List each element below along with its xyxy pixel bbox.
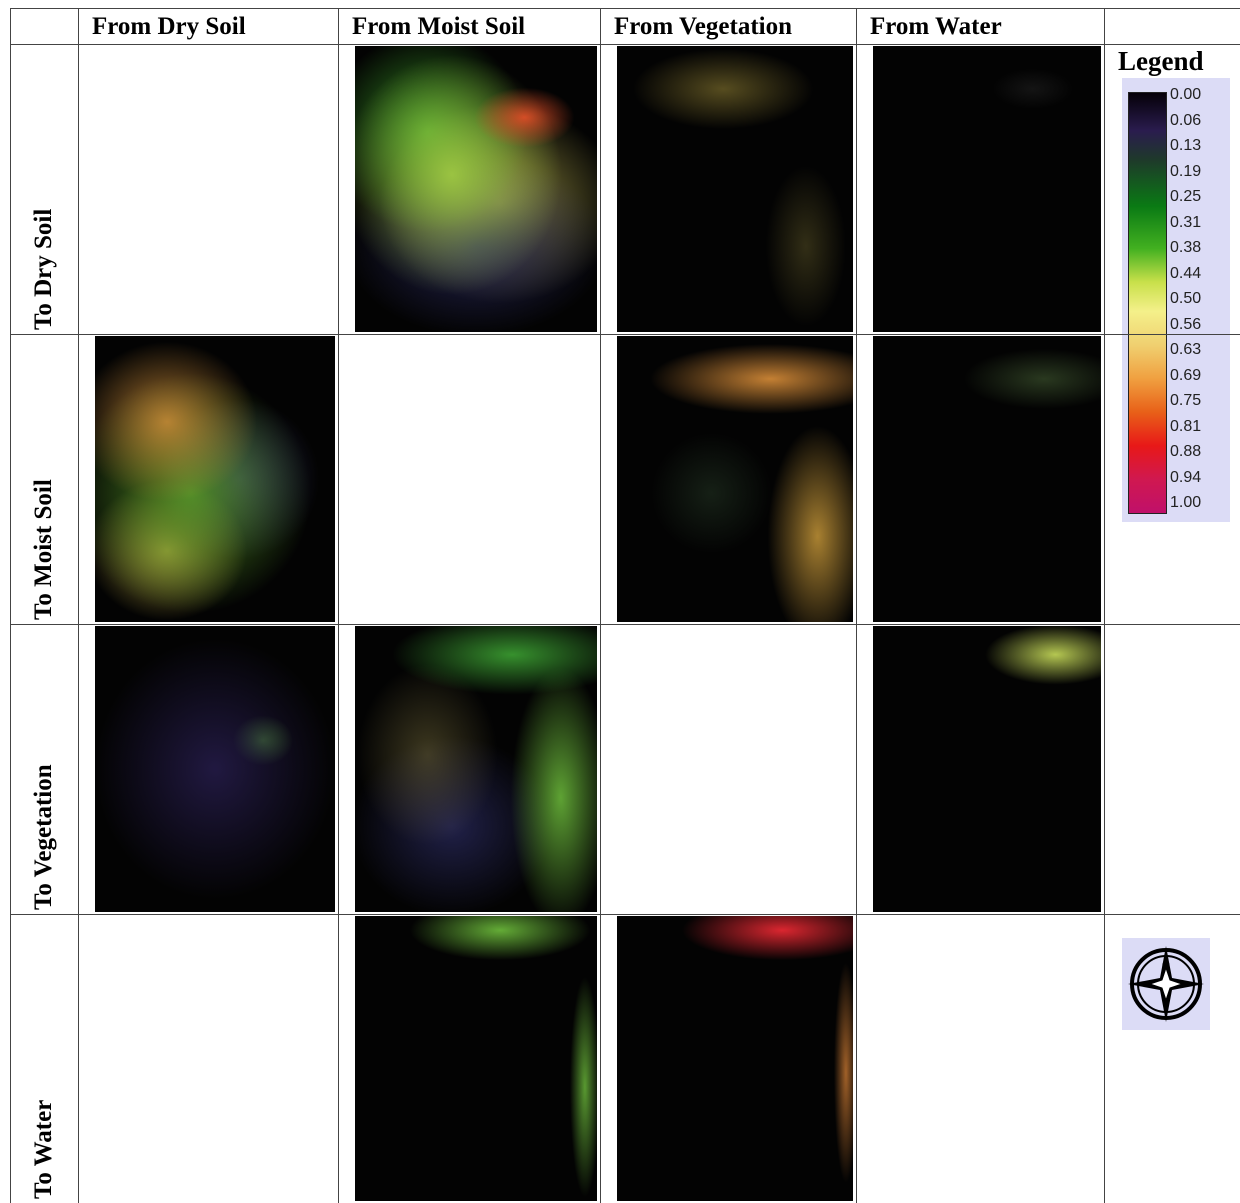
color-bar — [1128, 92, 1167, 514]
map-image — [355, 916, 597, 1201]
row-header: To Water — [30, 1100, 58, 1199]
map-image — [95, 336, 335, 622]
legend-title: Legend — [1118, 46, 1204, 77]
legend-label: 0.13 — [1170, 137, 1201, 155]
compass: N — [1122, 938, 1210, 1030]
legend-label: 0.75 — [1170, 392, 1201, 410]
legend-label: 0.44 — [1170, 265, 1201, 283]
map-image — [873, 626, 1101, 912]
compass-icon: N — [1122, 938, 1210, 1030]
grid-line — [338, 8, 339, 1203]
column-header: From Moist Soil — [338, 10, 525, 44]
legend-label: 0.69 — [1170, 367, 1201, 385]
map-image — [617, 46, 853, 332]
legend-label: 0.00 — [1170, 86, 1201, 104]
legend-label: 0.38 — [1170, 239, 1201, 257]
legend: 0.00 0.06 0.13 0.19 0.25 0.31 0.38 0.44 0.50 0.56… — [1122, 78, 1230, 522]
grid-line — [600, 8, 601, 1203]
grid-line — [1104, 8, 1105, 1203]
legend-label: 0.06 — [1170, 112, 1201, 130]
grid-line — [10, 44, 1240, 45]
grid-line — [10, 624, 1240, 625]
legend-label: 1.00 — [1170, 494, 1201, 512]
column-header: From Vegetation — [600, 10, 792, 44]
grid-line — [78, 8, 79, 1203]
compass-label: N — [1162, 961, 1171, 975]
map-image — [617, 336, 853, 622]
column-header: From Water — [856, 10, 1002, 44]
legend-label: 0.50 — [1170, 290, 1201, 308]
row-header: To Dry Soil — [30, 209, 58, 330]
page: Legend 0.000.060.130.190.250.310.380.440… — [0, 0, 1240, 1203]
legend-label: 0.31 — [1170, 214, 1201, 232]
column-header: From Dry Soil — [78, 10, 246, 44]
grid-line — [10, 914, 1240, 915]
legend-label: 0.94 — [1170, 469, 1201, 487]
map-image — [873, 336, 1101, 622]
row-header: To Moist Soil — [30, 479, 58, 620]
grid-line — [856, 8, 857, 1203]
legend-label: 0.63 — [1170, 341, 1201, 359]
map-image — [873, 46, 1101, 332]
map-image — [617, 916, 853, 1201]
grid-line — [10, 8, 1240, 9]
grid-line — [10, 334, 1240, 335]
legend-label: 0.88 — [1170, 443, 1201, 461]
legend-label: 0.56 — [1170, 316, 1201, 334]
map-image — [355, 46, 597, 332]
grid-line — [10, 8, 11, 1203]
map-image — [95, 626, 335, 912]
legend-label: 0.25 — [1170, 188, 1201, 206]
legend-label: 0.81 — [1170, 418, 1201, 436]
map-image — [355, 626, 597, 912]
row-header: To Vegetation — [30, 764, 58, 910]
legend-label: 0.19 — [1170, 163, 1201, 181]
